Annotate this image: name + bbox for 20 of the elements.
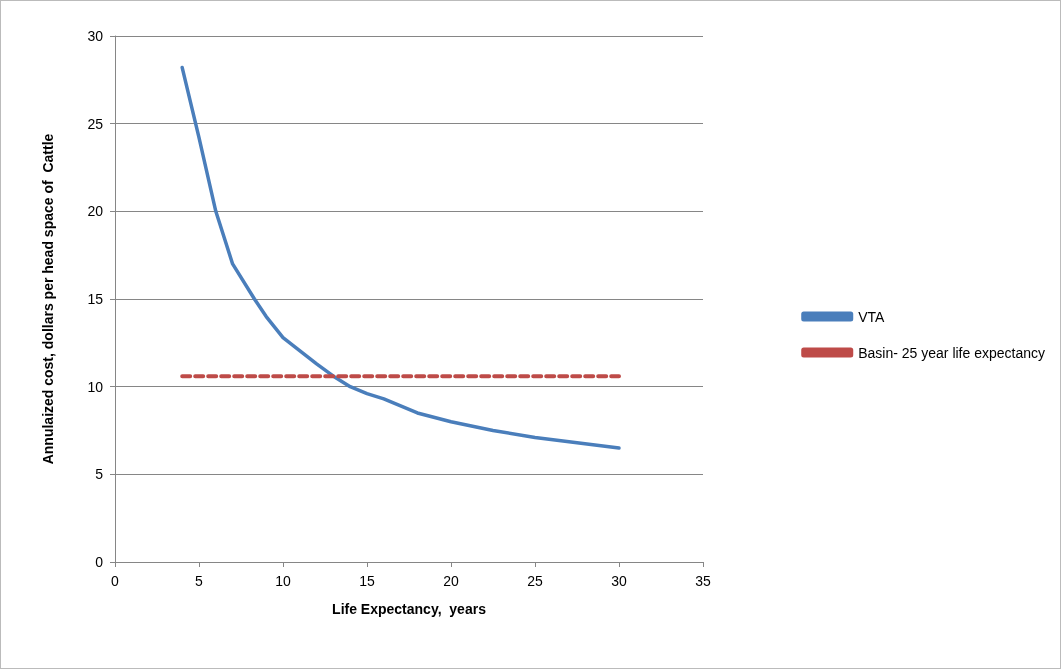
y-tick-label: 25 (87, 115, 104, 132)
x-tick-label: 10 (275, 573, 291, 589)
x-tick-label: 20 (443, 573, 459, 589)
line-series (180, 65, 621, 450)
x-tick-label: 35 (695, 573, 711, 589)
y-tick-label: 10 (87, 378, 104, 395)
x-tick-label: 0 (111, 573, 120, 589)
x-tick-label: 5 (195, 573, 204, 589)
y-tick-label: 15 (87, 291, 104, 307)
x-axis-title: Life Expectancy, years (332, 601, 487, 617)
x-tick-label: 30 (611, 573, 627, 589)
y-tick-label: 0 (95, 554, 104, 570)
y-axis-title: Annulaized cost, dollars per head space of Cattle (40, 133, 56, 465)
y-tick-label: 30 (87, 28, 104, 44)
x-tick-label: 25 (527, 573, 543, 589)
y-tick-label: 5 (95, 466, 104, 483)
legend-label: VTA (858, 308, 886, 325)
y-tick-label: 20 (87, 203, 104, 220)
legend-label: Basin- 25 year life expectancy (858, 344, 1045, 361)
x-tick-label: 15 (359, 573, 375, 589)
